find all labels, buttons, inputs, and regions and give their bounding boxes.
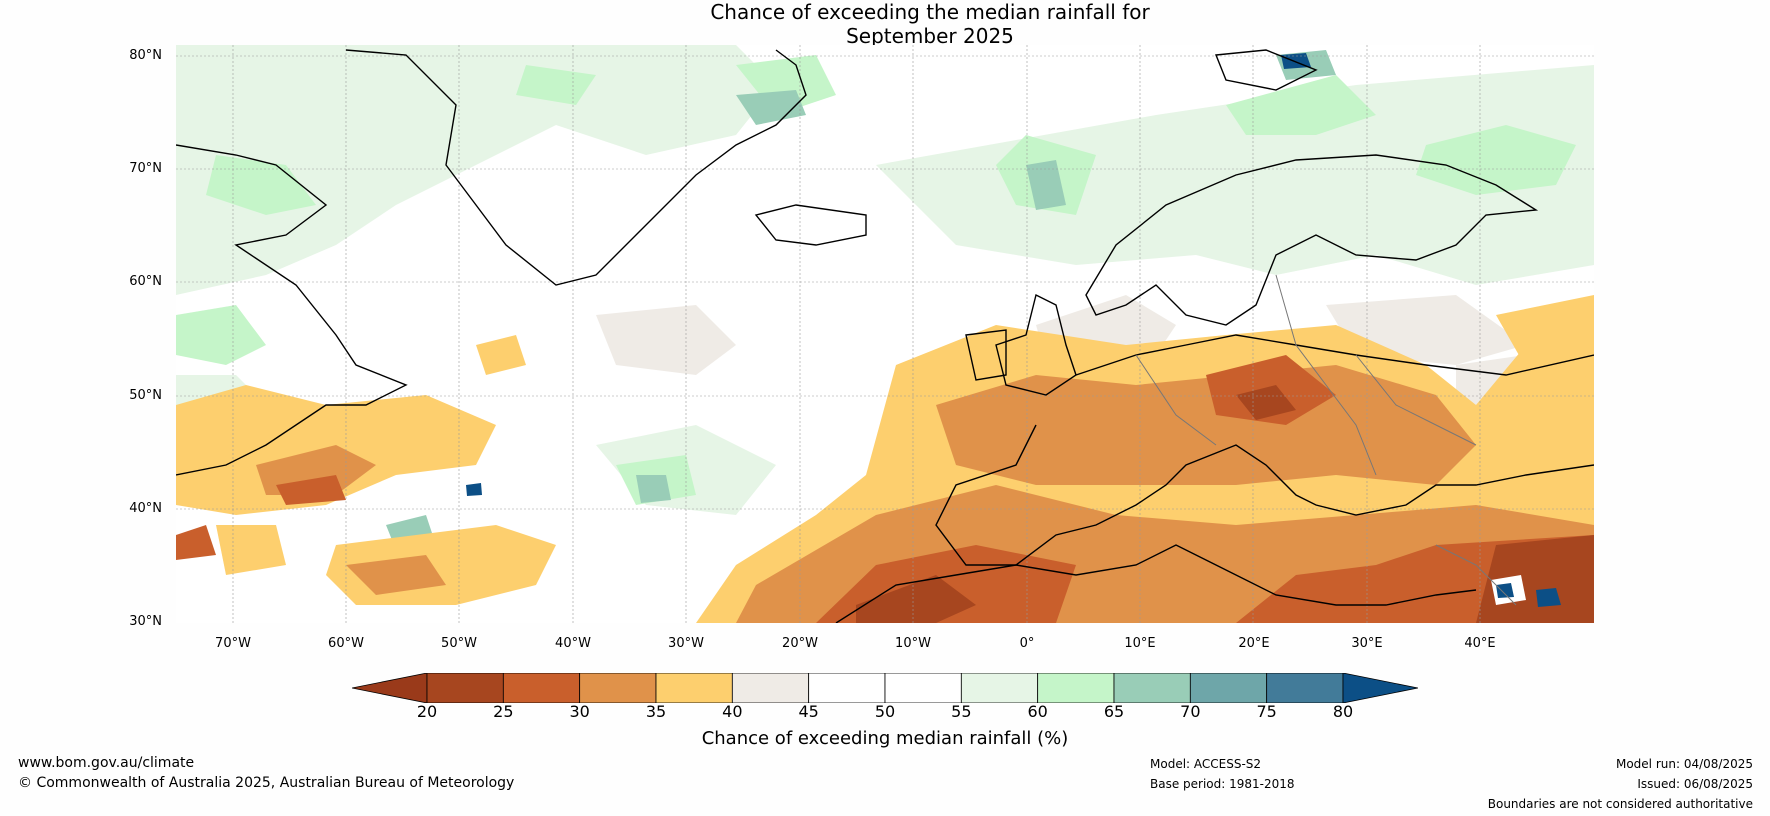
graticule [176, 45, 1594, 623]
footer-base-period: Base period: 1981-2018 [1150, 777, 1295, 791]
footer-issued: Issued: 06/08/2025 [1637, 777, 1753, 791]
colorbar-under-extension [352, 673, 428, 703]
colorbar [352, 673, 1418, 703]
lon-label-40e: 40°E [1464, 636, 1496, 651]
colorbar-cell [1037, 673, 1115, 703]
lat-label-40n: 40°N [129, 501, 162, 516]
colorbar-over-extension [1342, 673, 1418, 703]
colorbar-tick-label: 20 [416, 702, 438, 721]
footer-copyright: © Commonwealth of Australia 2025, Austra… [18, 775, 515, 791]
footer-model: Model: ACCESS-S2 [1150, 757, 1262, 771]
colorbar-tick-label: 60 [1027, 702, 1048, 721]
colorbar-cell [502, 673, 581, 703]
iberia-coast [935, 424, 1594, 566]
lat-label-30n: 30°N [129, 614, 162, 629]
rainfall-probability-map [176, 45, 1594, 623]
colorbar-label: Chance of exceeding median rainfall (%) [701, 728, 1069, 749]
colorbar-cell [731, 673, 810, 703]
footer-model-run: Model run: 04/08/2025 [1615, 757, 1753, 771]
colorbar-tick-label: 55 [951, 702, 972, 721]
lon-label-20w: 20°W [782, 636, 818, 651]
map-title: Chance of exceeding the median rainfall … [0, 0, 1770, 48]
footer-disclaimer: Boundaries are not considered authoritat… [1487, 797, 1753, 811]
colorbar-tick-label: 80 [1332, 702, 1354, 721]
british-isles-coast [995, 293, 1077, 396]
colorbar-cell [884, 673, 962, 703]
coastlines [176, 49, 1594, 623]
colorbar-cell [960, 673, 1039, 703]
colorbar-tick-label: 30 [569, 702, 590, 721]
lon-label-50w: 50°W [441, 636, 477, 651]
lon-label-10w: 10°W [895, 636, 931, 651]
lon-label-30w: 30°W [668, 636, 704, 651]
colorbar-cell [426, 673, 504, 703]
lat-label-50n: 50°N [129, 388, 162, 403]
greenland-coast [345, 49, 807, 286]
colorbar-cell [808, 673, 886, 703]
colorbar-tick-label: 40 [722, 702, 743, 721]
lon-label-70w: 70°W [215, 636, 251, 651]
green-regions [176, 55, 1576, 505]
lat-label-60n: 60°N [129, 274, 162, 289]
footer-url[interactable]: www.bom.gov.au/climate [18, 755, 195, 771]
lon-label-60w: 60°W [328, 636, 364, 651]
lon-label-0: 0° [1019, 636, 1035, 651]
lat-label-70n: 70°N [129, 161, 162, 176]
colorbar-tick-label: 25 [493, 702, 514, 721]
north-africa-coast [835, 544, 1477, 623]
colorbar-tick-label: 45 [798, 702, 819, 721]
colorbar-tick-label: 35 [645, 702, 667, 721]
lon-label-30e: 30°E [1351, 636, 1383, 651]
lon-label-40w: 40°W [555, 636, 591, 651]
country-borders [1135, 274, 1517, 606]
colorbar-cell [1189, 673, 1268, 703]
colorbar-cell [1266, 673, 1344, 703]
svalbard-coast [1215, 49, 1318, 91]
scandinavia-coast [1085, 154, 1539, 326]
lon-label-20e: 20°E [1238, 636, 1270, 651]
colorbar-tick-label: 70 [1180, 702, 1201, 721]
lon-label-10e: 10°E [1124, 636, 1156, 651]
colorbar-cell [579, 673, 657, 703]
colorbar-tick-label: 75 [1256, 702, 1277, 721]
colorbar-tick-label: 50 [874, 702, 896, 721]
lat-label-80n: 80°N [129, 48, 162, 63]
north-america-coast [176, 144, 408, 476]
colorbar-tick-label: 65 [1103, 702, 1125, 721]
map-title-line1: Chance of exceeding the median rainfall … [710, 0, 1150, 24]
colorbar-cells [426, 673, 1344, 703]
map-title-line2: September 2025 [846, 24, 1014, 48]
colorbar-cell [1113, 673, 1191, 703]
ireland-coast [965, 329, 1007, 381]
colorbar-cell [655, 673, 733, 703]
iceland-coast [754, 204, 867, 246]
map-canvas [176, 45, 1594, 623]
